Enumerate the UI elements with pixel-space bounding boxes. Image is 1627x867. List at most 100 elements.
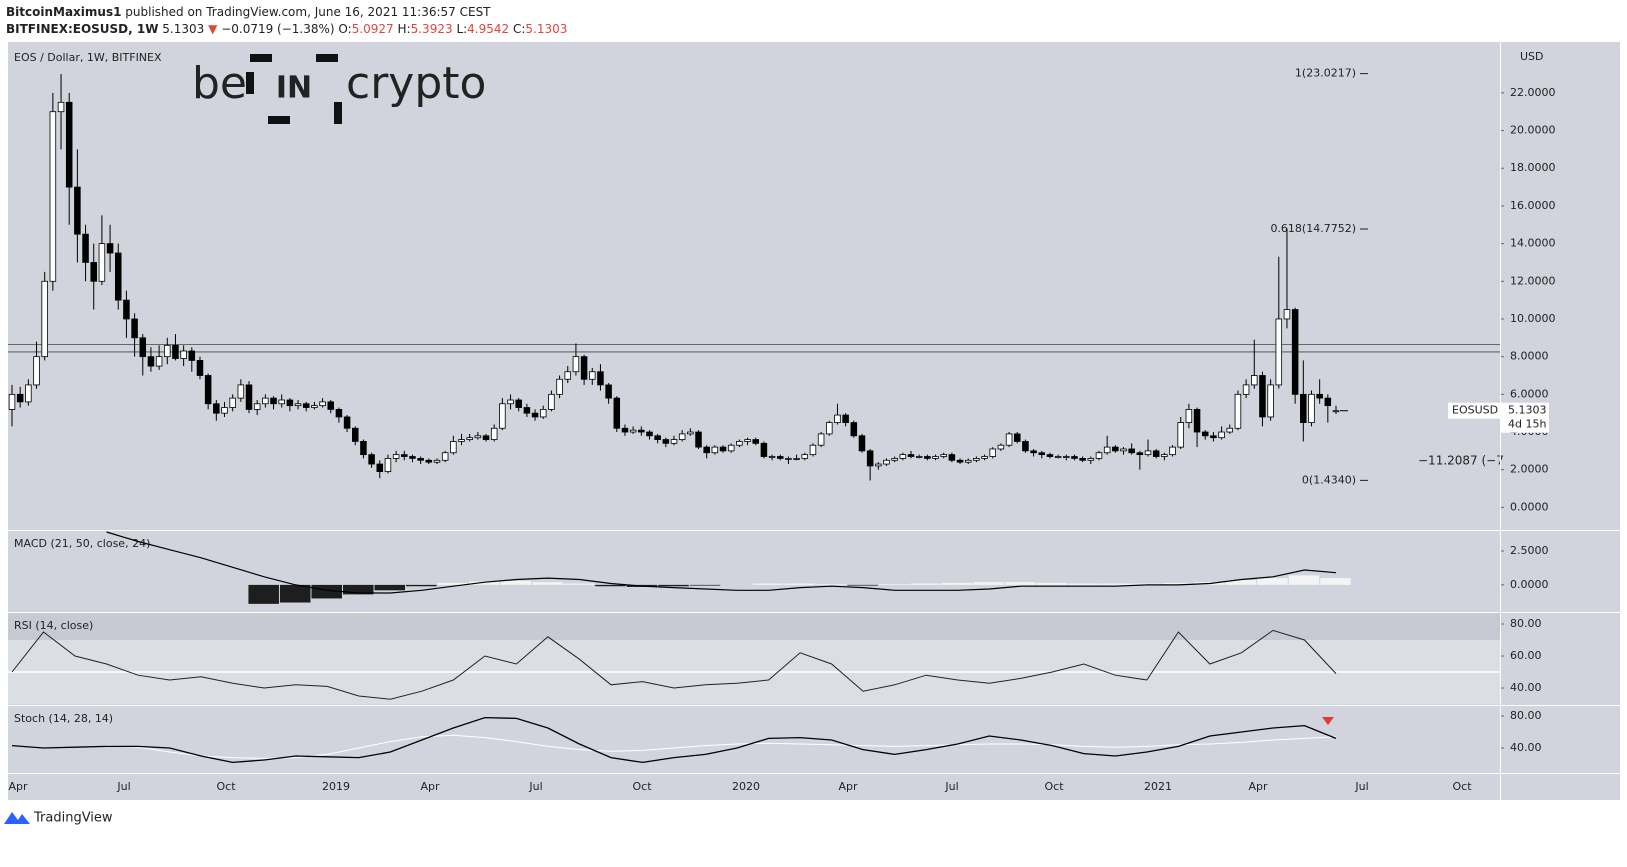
candle-body	[229, 397, 236, 408]
candle-body	[875, 463, 882, 467]
candle-body	[515, 399, 522, 408]
logo-right: crypto	[346, 58, 486, 109]
candle-body	[924, 456, 931, 459]
candle-body	[98, 243, 106, 282]
candle-body	[433, 459, 441, 463]
y-tick-label: 14.0000	[1510, 237, 1556, 250]
logo-left: be	[192, 58, 247, 109]
candle-body	[997, 444, 1005, 450]
candle-body	[196, 360, 204, 376]
candle-body	[539, 409, 547, 418]
rsi-line	[11, 629, 1337, 700]
candle-body	[319, 401, 326, 407]
candle-body	[629, 429, 637, 433]
price: 5.1303	[162, 22, 204, 36]
macd-line	[106, 531, 1337, 594]
x-tick-label: Apr	[838, 780, 858, 793]
histogram-bar	[595, 584, 626, 587]
candle-body	[580, 356, 588, 380]
quote-line: BITFINEX:EOSUSD, 1W 5.1303 ▼ −0.0719 (−1…	[6, 22, 567, 36]
signal-arrow	[1322, 717, 1334, 725]
candle-body	[1022, 441, 1029, 452]
published: published on TradingView.com, June 16, 2…	[125, 5, 491, 19]
candle-body	[719, 446, 727, 452]
candle-body	[1332, 410, 1340, 413]
histogram-bar	[532, 582, 563, 585]
measure-label: −11.2087 (−7	[1418, 454, 1504, 468]
candle-body	[172, 344, 179, 359]
candle-body	[964, 459, 972, 463]
candle-body	[850, 422, 858, 437]
histogram-bar	[279, 584, 311, 603]
plot: Apr Jul Oct 2019 Apr Jul Oct 2020 Apr Jul Oct 2021 A…	[8, 50, 1556, 793]
indicator-title: RSI (14, close)	[14, 619, 93, 632]
candle-body	[180, 350, 187, 359]
candle-body	[1193, 409, 1201, 433]
y-tick-label: 20.0000	[1510, 124, 1556, 137]
candle-body	[1226, 427, 1234, 433]
candle-body	[270, 397, 277, 405]
y-tick-label: 0.0000	[1510, 500, 1549, 513]
x-tick-label: Jul	[528, 780, 542, 793]
candle-body	[1275, 318, 1283, 386]
x-tick-label: Jul	[116, 780, 130, 793]
candle-body	[155, 356, 163, 367]
candle-body	[638, 429, 645, 433]
candle-body	[16, 393, 24, 403]
candle-body	[621, 427, 629, 433]
candle-body	[106, 243, 114, 254]
candle-body	[785, 458, 792, 460]
histogram-bar	[973, 582, 1004, 585]
y-tick-label: 80.00	[1510, 709, 1542, 722]
candle-body	[417, 458, 424, 461]
histogram-bar	[563, 583, 595, 585]
candle-body	[613, 397, 621, 429]
last-price-label: 5.1303	[1508, 404, 1547, 417]
y-tick-label: 6.0000	[1510, 387, 1549, 400]
candle-body	[294, 403, 302, 407]
candle-body	[826, 422, 833, 435]
y-tick-label: 22.0000	[1510, 86, 1556, 99]
histogram-bar	[689, 584, 721, 586]
panel-separators	[8, 42, 1620, 800]
footer: TradingView	[4, 811, 113, 826]
symbol-label: EOSUSD	[1452, 404, 1498, 417]
x-tick-label: Oct	[216, 780, 236, 793]
high: 5.3923	[411, 22, 453, 36]
x-tick-label: Apr	[1248, 780, 1268, 793]
candle-body	[899, 454, 907, 459]
candle-body	[311, 405, 318, 408]
c-label: C:	[513, 22, 525, 36]
price-tag	[1501, 402, 1549, 433]
candle-body	[139, 337, 147, 358]
author-name: BitcoinMaximus1	[6, 5, 121, 19]
candle-body	[891, 458, 898, 461]
candle-body	[932, 456, 939, 459]
y-tick-label: 12.0000	[1510, 274, 1556, 287]
candle-body	[74, 186, 81, 235]
candle-body	[556, 378, 563, 395]
candle-body	[589, 371, 596, 380]
candle-body	[384, 458, 392, 472]
currency-label: USD	[1520, 50, 1544, 63]
candle-body	[940, 454, 947, 457]
histogram-bar	[248, 584, 279, 604]
histogram-bar	[311, 584, 342, 599]
candle-body	[1030, 450, 1037, 454]
candle-body	[1251, 375, 1258, 386]
x-tick-label: 2019	[322, 780, 350, 793]
candle-body	[678, 433, 686, 440]
candle-body	[82, 233, 89, 263]
candle-body	[776, 456, 784, 459]
histogram-bar	[941, 582, 973, 585]
candle-body	[1095, 452, 1103, 459]
candle-body	[147, 356, 155, 367]
fib-label: 0(1.4340)	[1302, 473, 1356, 486]
candle-body	[948, 454, 956, 461]
x-tick-label: Oct	[1044, 780, 1064, 793]
candle-body	[572, 356, 580, 373]
candle-body	[1259, 375, 1266, 418]
logo: be IN crypto	[192, 54, 486, 124]
candle-body	[368, 454, 375, 465]
histogram-bar	[815, 584, 847, 585]
